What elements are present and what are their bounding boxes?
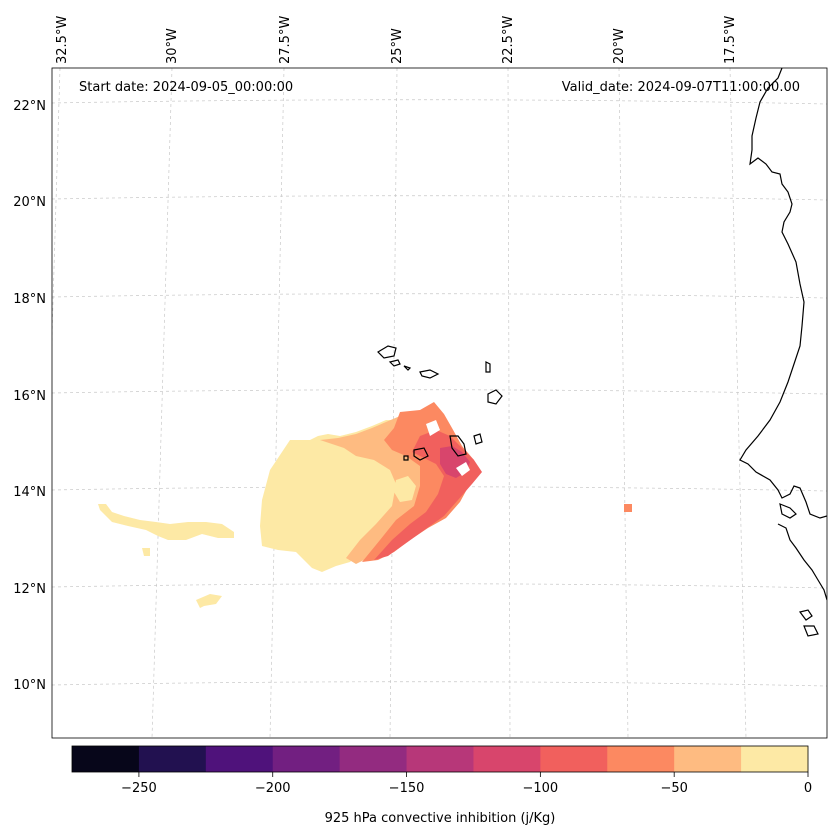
colorbar-segment — [607, 746, 675, 772]
gridline-lat-10 — [52, 681, 827, 687]
cin-filament-west — [98, 504, 234, 540]
island-boa-vista — [487, 389, 503, 405]
gridline-lon-17-5 — [729, 68, 747, 738]
colorbar-tick-label: −250 — [121, 781, 157, 796]
gridline-lat-12 — [52, 583, 827, 589]
colorbar-segment — [741, 746, 809, 772]
lat-label-16: 16°N — [13, 389, 46, 404]
colorbar-ticks: −250 −200 −150 −100 −50 0 — [121, 772, 812, 796]
lat-label-12: 12°N — [13, 582, 46, 597]
colorbar-segment — [674, 746, 742, 772]
cin-gap-center — [394, 476, 416, 502]
colorbar-tick-label: −100 — [523, 781, 559, 796]
lon-label-30: 30°W — [165, 28, 180, 64]
gridline-lat-20 — [52, 195, 827, 201]
island-santa-luzia — [403, 365, 412, 371]
lat-label-18: 18°N — [13, 292, 46, 307]
map-frame — [51, 67, 828, 739]
island-brava — [403, 455, 409, 461]
colorbar-segment — [540, 746, 608, 772]
gridline-lat-14 — [52, 486, 827, 492]
colorbar-tick-label: −150 — [389, 781, 425, 796]
map-panel — [52, 68, 827, 738]
colorbar-segment — [339, 746, 408, 772]
colorbar-segment — [406, 746, 474, 772]
lon-label-20: 20°W — [612, 28, 627, 64]
cin-gap-north — [426, 420, 440, 436]
gridline-lon-30 — [151, 68, 173, 738]
lon-label-27-5: 27.5°W — [278, 16, 293, 64]
island-santo-antao — [377, 345, 397, 359]
cin-patch-small-1 — [142, 548, 150, 556]
start-date-label: Start date: 2024-09-05_00:00:00 — [79, 80, 293, 95]
colorbar-title: 925 hPa convective inhibition (j/Kg) — [325, 811, 556, 826]
island-sal — [485, 361, 491, 373]
colorbar — [72, 746, 809, 772]
gridline-lon-27-5 — [269, 68, 285, 738]
map-content — [52, 68, 827, 738]
colorbar-segment — [473, 746, 541, 772]
island-santiago — [449, 435, 467, 457]
gridline-lon-22-5 — [507, 68, 511, 738]
coastline-bijagos — [798, 609, 819, 637]
coastline-gambia — [779, 503, 797, 519]
lat-label-10: 10°N — [13, 678, 46, 693]
gridline-lat-22 — [52, 99, 827, 105]
cin-patch-small-2 — [196, 594, 222, 608]
coastline-west-africa — [739, 68, 827, 519]
colorbar-segment — [272, 746, 341, 772]
cin-gap-east — [456, 462, 470, 476]
island-fogo — [413, 447, 429, 461]
lat-label-14: 14°N — [13, 485, 46, 500]
cin-patch-small-3 — [624, 504, 632, 512]
colorbar-frame — [71, 745, 809, 773]
lon-label-25: 25°W — [390, 28, 405, 64]
lon-label-32-5: 32.5°W — [55, 16, 70, 64]
gridline-lon-25 — [389, 68, 398, 738]
island-maio — [473, 433, 483, 445]
colorbar-segment — [205, 746, 274, 772]
gridline-lat-18 — [52, 293, 827, 299]
colorbar-segment — [72, 746, 140, 772]
island-sao-vicente — [388, 359, 401, 367]
lon-label-22-5: 22.5°W — [501, 16, 516, 64]
gridline-lon-20 — [618, 68, 629, 738]
valid-date-label: Valid_date: 2024-09-07T11:00:00.00 — [562, 80, 800, 95]
colorbar-tick-label: −200 — [255, 781, 291, 796]
lon-label-17-5: 17.5°W — [723, 16, 738, 64]
island-sao-nicolau — [419, 369, 440, 379]
lat-label-22: 22°N — [13, 99, 46, 114]
colorbar-segment — [138, 746, 207, 772]
gridline-lat-16 — [52, 389, 827, 395]
colorbar-tick-label: 0 — [804, 781, 812, 796]
colorbar-tick-label: −50 — [660, 781, 687, 796]
coastline-guinea-bissau — [777, 523, 827, 601]
lat-label-20: 20°N — [13, 195, 46, 210]
